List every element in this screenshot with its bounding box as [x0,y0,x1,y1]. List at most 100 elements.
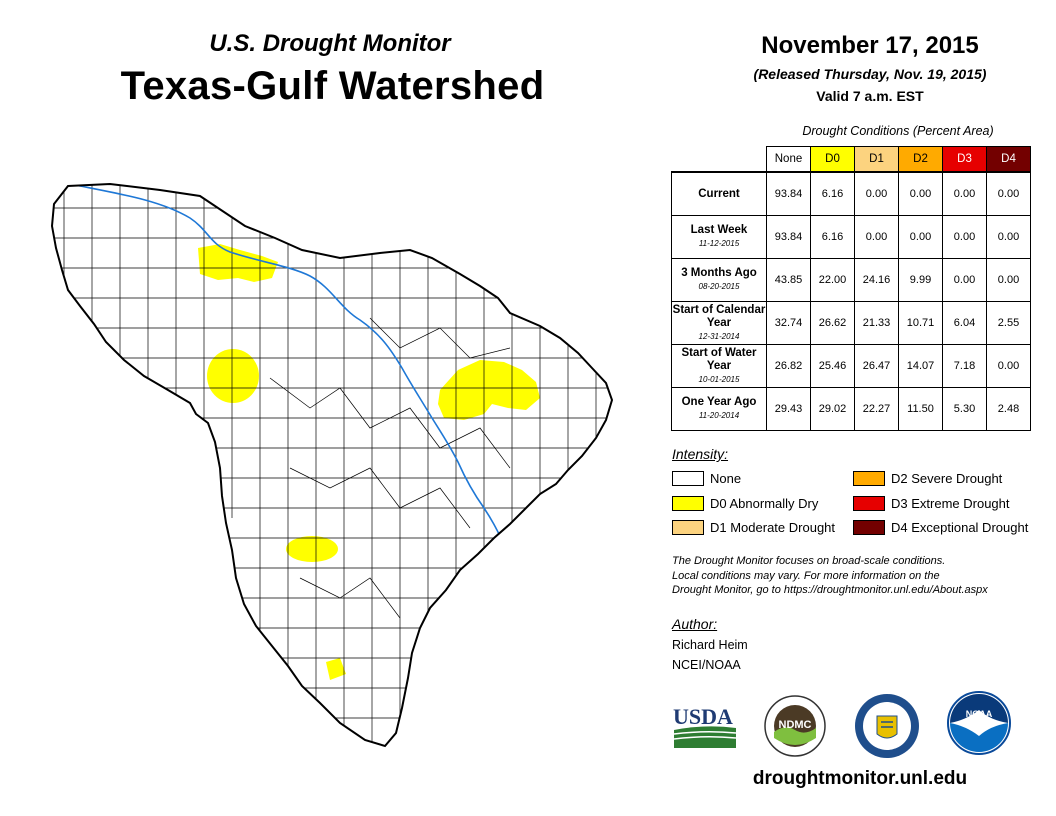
d0-area-west [207,349,259,403]
valid-time: Valid 7 a.m. EST [816,88,924,104]
legend-swatch [672,471,704,486]
table-row: One Year Ago 11-20-2014 29.43 29.02 22.27… [671,387,1031,431]
cell-value: 0.00 [942,258,987,302]
cell-value: 0.00 [986,171,1031,216]
row-label: One Year Ago 11-20-2014 [671,387,767,431]
note-line: The Drought Monitor focuses on broad-sca… [672,555,946,567]
cell-value: 0.00 [986,258,1031,302]
author-name: Richard Heim [672,638,748,652]
col-d1: D1 [854,146,899,173]
cell-value: 29.02 [810,387,855,431]
cell-value: 25.46 [810,344,855,388]
d0-area-south [286,536,338,562]
legend-label: D1 Moderate Drought [710,520,836,535]
col-d3: D3 [942,146,987,173]
cell-value: 2.55 [986,301,1031,345]
cell-value: 43.85 [766,258,811,302]
cell-value: 0.00 [986,344,1031,388]
cell-value: 24.16 [854,258,899,302]
col-none: None [766,146,811,173]
author-title: Author: [672,616,718,632]
legend-item-d1: D1 Moderate Drought [672,520,835,535]
table-corner [672,147,767,173]
col-d0: D0 [810,146,855,173]
table-row: Last Week 11-12-2015 93.84 6.16 0.00 0.00… [671,215,1031,259]
cell-value: 26.47 [854,344,899,388]
cell-value: 0.00 [942,215,987,259]
table-header-row: None D0 D1 D2 D3 D4 [672,146,1031,173]
legend-item-d0: D0 Abnormally Dry [672,496,818,511]
cell-value: 0.00 [854,215,899,259]
cell-value: 7.18 [942,344,987,388]
legend-label: D3 Extreme Drought [891,496,1010,511]
legend-swatch [672,520,704,535]
cell-value: 26.82 [766,344,811,388]
disclaimer-note: The Drought Monitor focuses on broad-sca… [672,554,1042,598]
cell-value: 6.04 [942,301,987,345]
cell-value: 0.00 [942,171,987,216]
map-title: Texas-Gulf Watershed [120,64,545,108]
map-subtitle: U.S. Drought Monitor [209,30,451,57]
table-row: Start of Calendar Year 12-31-2014 32.74 2… [671,301,1031,345]
row-label: Start of Water Year 10-01-2015 [671,344,767,388]
drought-map [51,183,613,747]
cell-value: 22.27 [854,387,899,431]
cell-value: 5.30 [942,387,987,431]
row-date: 11-12-2015 [698,239,740,248]
noaa-logo-text: NOAA [966,709,993,719]
cell-value: 14.07 [898,344,943,388]
cell-value: 22.00 [810,258,855,302]
legend-swatch [853,496,885,511]
d0-area-north [198,244,278,282]
table-row: Current 93.84 6.16 0.00 0.00 0.00 0.00 [671,171,1031,216]
col-d2: D2 [898,146,943,173]
table-row: 3 Months Ago 08-20-2015 43.85 22.00 24.16… [671,258,1031,302]
row-date: 11-20-2014 [698,411,740,420]
cell-value: 0.00 [854,171,899,216]
row-label: Last Week 11-12-2015 [671,215,767,259]
legend-label: D2 Severe Drought [891,471,1003,486]
cell-value: 6.16 [810,215,855,259]
cell-value: 26.62 [810,301,855,345]
doc-seal-icon [855,694,919,758]
usda-logo-icon: USDA [673,704,737,748]
cell-value: 2.48 [986,387,1031,431]
legend-swatch [853,520,885,535]
cell-value: 0.00 [898,215,943,259]
legend-item-d2: D2 Severe Drought [853,471,1002,486]
row-date: 12-31-2014 [698,331,740,341]
website-link[interactable]: droughtmonitor.unl.edu [752,768,968,789]
row-date: 08-20-2015 [698,282,740,291]
row-label: 3 Months Ago 08-20-2015 [671,258,767,302]
noaa-logo-icon: NOAA [947,691,1011,755]
cell-value: 10.71 [898,301,943,345]
cell-value: 93.84 [766,171,811,216]
cell-value: 0.00 [986,215,1031,259]
row-label: Current [671,171,767,216]
legend-item-d4: D4 Exceptional Drought [853,520,1028,535]
ndmc-logo-text: NDMC [779,719,812,731]
cell-value: 93.84 [766,215,811,259]
release-date: (Released Thursday, Nov. 19, 2015) [753,66,987,82]
note-line: Local conditions may vary. For more info… [672,569,940,582]
ndmc-logo-icon: NDMC [764,695,826,757]
legend-swatch [853,471,885,486]
table-row: Start of Water Year 10-01-2015 26.82 25.4… [671,344,1031,388]
cell-value: 11.50 [898,387,943,431]
cell-value: 6.16 [810,171,855,216]
conditions-caption: Drought Conditions (Percent Area) [802,124,994,138]
legend-label: D0 Abnormally Dry [710,496,819,511]
cell-value: 29.43 [766,387,811,431]
legend-item-none: None [672,471,741,486]
usda-logo-text: USDA [673,704,733,729]
row-label: Start of Calendar Year 12-31-2014 [671,301,767,345]
cell-value: 21.33 [854,301,899,345]
legend-swatch [672,496,704,511]
cell-value: 32.74 [766,301,811,345]
river [69,184,503,541]
d0-area-east [438,360,540,420]
row-date: 10-01-2015 [698,374,740,384]
author-org: NCEI/NOAA [672,658,741,672]
d0-area-far-south [326,658,346,680]
conditions-table: None D0 D1 D2 D3 D4 Current 93.84 6.16 0… [671,146,1031,431]
